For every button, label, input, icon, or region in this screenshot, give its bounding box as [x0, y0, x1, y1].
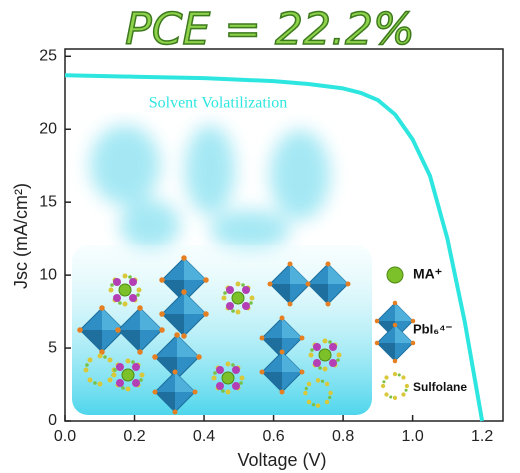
annotation: Solvent Volatilization: [149, 95, 288, 112]
x-axis-label: Voltage (V): [237, 450, 326, 470]
y-tick-label: 15: [39, 193, 57, 210]
chart-title: PCE = 22.2%: [125, 4, 415, 55]
x-tick-label: 0.6: [262, 428, 284, 445]
jv-curve: [64, 73, 485, 422]
legend-label: PbI₆⁴⁻: [413, 321, 453, 336]
x-tick-label: 1.2: [471, 428, 493, 445]
x-tick-label: 0.4: [193, 428, 215, 445]
y-axis-label: Jsc (mA/cm²): [11, 183, 31, 289]
y-tick-label: 0: [48, 412, 57, 429]
x-tick-label: 0.0: [54, 428, 76, 445]
y-tick-label: 25: [39, 48, 57, 65]
plot-frame: [64, 48, 504, 422]
illustration: [72, 125, 416, 415]
y-tick-label: 20: [39, 120, 57, 137]
legend-label: Sulfolane: [413, 380, 467, 394]
x-tick-label: 0.8: [332, 428, 354, 445]
y-tick-label: 5: [48, 339, 57, 356]
legend-label: MA⁺: [413, 266, 442, 282]
x-tick-label: 1.0: [401, 428, 423, 445]
x-tick-label: 0.2: [123, 428, 145, 445]
y-tick-label: 10: [39, 266, 57, 283]
